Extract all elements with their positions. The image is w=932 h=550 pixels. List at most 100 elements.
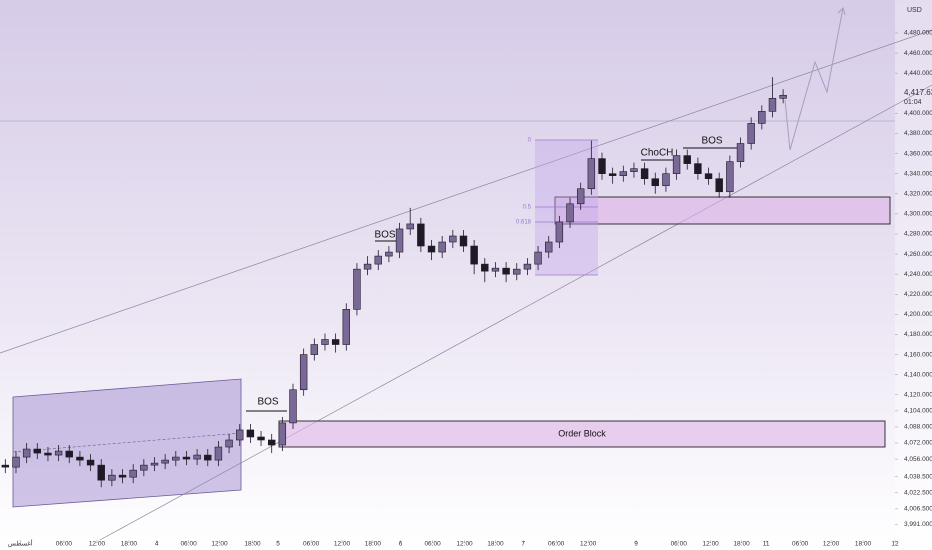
y-tick-label: 4,180.000 bbox=[904, 331, 932, 338]
candle-body bbox=[257, 436, 265, 441]
annotation: Order Block bbox=[558, 428, 606, 438]
x-tick-label: 12:00 bbox=[580, 541, 597, 548]
candle-body bbox=[12, 456, 20, 468]
x-tick-label: 7 bbox=[521, 541, 525, 548]
candle-body bbox=[715, 178, 723, 193]
y-tick-label: 4,104.000 bbox=[904, 408, 932, 415]
candle-body bbox=[672, 155, 681, 174]
candle-body bbox=[587, 158, 596, 190]
last-price: 4,417.630 bbox=[904, 88, 932, 97]
candle-body bbox=[491, 267, 500, 272]
y-tick-label: 4,022.500 bbox=[904, 489, 932, 496]
candle-body bbox=[182, 456, 191, 460]
y-tick-label: 4,460.000 bbox=[904, 50, 932, 57]
candle-body bbox=[779, 94, 787, 99]
y-tick-label: 4,360.000 bbox=[904, 150, 932, 157]
y-tick-label: 4,220.000 bbox=[904, 291, 932, 298]
candle-body bbox=[278, 422, 287, 446]
annotation: BOS bbox=[374, 230, 395, 241]
channel-mid bbox=[12, 432, 242, 453]
countdown: 01:04 bbox=[904, 99, 922, 106]
y-tick-label: 4,400.000 bbox=[904, 110, 932, 117]
candle-body bbox=[342, 309, 350, 345]
y-tick-label: 4,006.500 bbox=[904, 506, 932, 513]
x-tick-label: أغسطس bbox=[8, 538, 33, 548]
currency: USD bbox=[907, 7, 922, 14]
annotation: BOS bbox=[257, 397, 278, 408]
y-tick-label: 4,160.000 bbox=[904, 351, 932, 358]
projection-arrow bbox=[837, 7, 846, 16]
candle-body bbox=[225, 439, 233, 448]
candle-body bbox=[768, 97, 777, 112]
channel bbox=[12, 378, 242, 508]
x-tick-label: 06:00 bbox=[303, 541, 320, 548]
y-tick-label: 4,056.000 bbox=[904, 456, 932, 463]
x-tick-label: 06:00 bbox=[424, 541, 441, 548]
candle-body bbox=[406, 223, 414, 230]
x-tick-label: 06:00 bbox=[180, 541, 197, 548]
candle-body bbox=[289, 389, 297, 424]
candle-body bbox=[299, 354, 308, 391]
y-tick-label: 4,320.000 bbox=[904, 190, 932, 197]
candle-body bbox=[395, 228, 404, 253]
fib-label: 0.5 bbox=[523, 205, 532, 211]
x-tick-label: 12:00 bbox=[89, 541, 106, 548]
candle-body bbox=[758, 111, 766, 124]
y-tick-label: 4,280.000 bbox=[904, 231, 932, 238]
y-tick-label: 4,038.500 bbox=[904, 473, 932, 480]
y-tick-label: 4,340.000 bbox=[904, 170, 932, 177]
candle-body bbox=[651, 178, 659, 187]
x-tick-label: 18:00 bbox=[855, 541, 872, 548]
x-tick-label: 12:00 bbox=[823, 541, 840, 548]
y-tick-label: 4,200.000 bbox=[904, 311, 932, 318]
y-tick-label: 4,088.000 bbox=[904, 424, 932, 431]
candle-body bbox=[662, 173, 670, 187]
x-tick-label: 06:00 bbox=[792, 541, 809, 548]
candle-body bbox=[310, 344, 319, 355]
candle-body bbox=[470, 245, 478, 265]
y-tick-label: 4,140.000 bbox=[904, 371, 932, 378]
candle-body bbox=[86, 459, 95, 466]
candle-body bbox=[545, 241, 553, 253]
x-tick-label: 6 bbox=[399, 541, 403, 548]
candle-body bbox=[566, 203, 574, 223]
candle-body bbox=[140, 464, 148, 471]
annotation: BOS bbox=[701, 136, 722, 147]
fib-label: 0.618 bbox=[516, 220, 532, 226]
candle-body bbox=[118, 474, 127, 478]
annotation: ChoCH bbox=[641, 148, 674, 159]
candle-body bbox=[193, 454, 201, 460]
x-tick-label: 12 bbox=[891, 541, 899, 548]
candle-body bbox=[33, 448, 42, 454]
candle-body bbox=[747, 123, 755, 144]
candle-body bbox=[683, 155, 691, 164]
candle-body bbox=[267, 439, 276, 446]
x-tick-label: 18:00 bbox=[487, 541, 504, 548]
y-tick-label: 4,072.000 bbox=[904, 440, 932, 447]
candle-body bbox=[726, 161, 734, 193]
candle-body bbox=[598, 158, 606, 174]
x-tick-label: 06:00 bbox=[548, 541, 565, 548]
supply-zone bbox=[554, 196, 891, 225]
y-tick-label: 4,480.000 bbox=[904, 30, 932, 37]
candle-body bbox=[608, 173, 617, 176]
candle-body bbox=[630, 168, 638, 172]
candle-body bbox=[1, 464, 10, 468]
candle-body bbox=[385, 251, 393, 257]
y-tick-label: 4,300.000 bbox=[904, 211, 932, 218]
candle-body bbox=[204, 454, 212, 461]
x-tick-label: 12:00 bbox=[456, 541, 473, 548]
candle-body bbox=[108, 474, 116, 481]
candle-body bbox=[438, 241, 446, 253]
x-tick-label: 11 bbox=[763, 541, 770, 548]
candle-body bbox=[22, 448, 31, 458]
x-tick-label: 9 bbox=[634, 541, 638, 548]
candle-body bbox=[353, 268, 361, 310]
candle-body bbox=[459, 235, 468, 247]
x-tick-label: 06:00 bbox=[671, 541, 688, 548]
candle-body bbox=[44, 452, 52, 456]
trendline bbox=[99, 84, 932, 541]
candle-body bbox=[374, 255, 382, 265]
